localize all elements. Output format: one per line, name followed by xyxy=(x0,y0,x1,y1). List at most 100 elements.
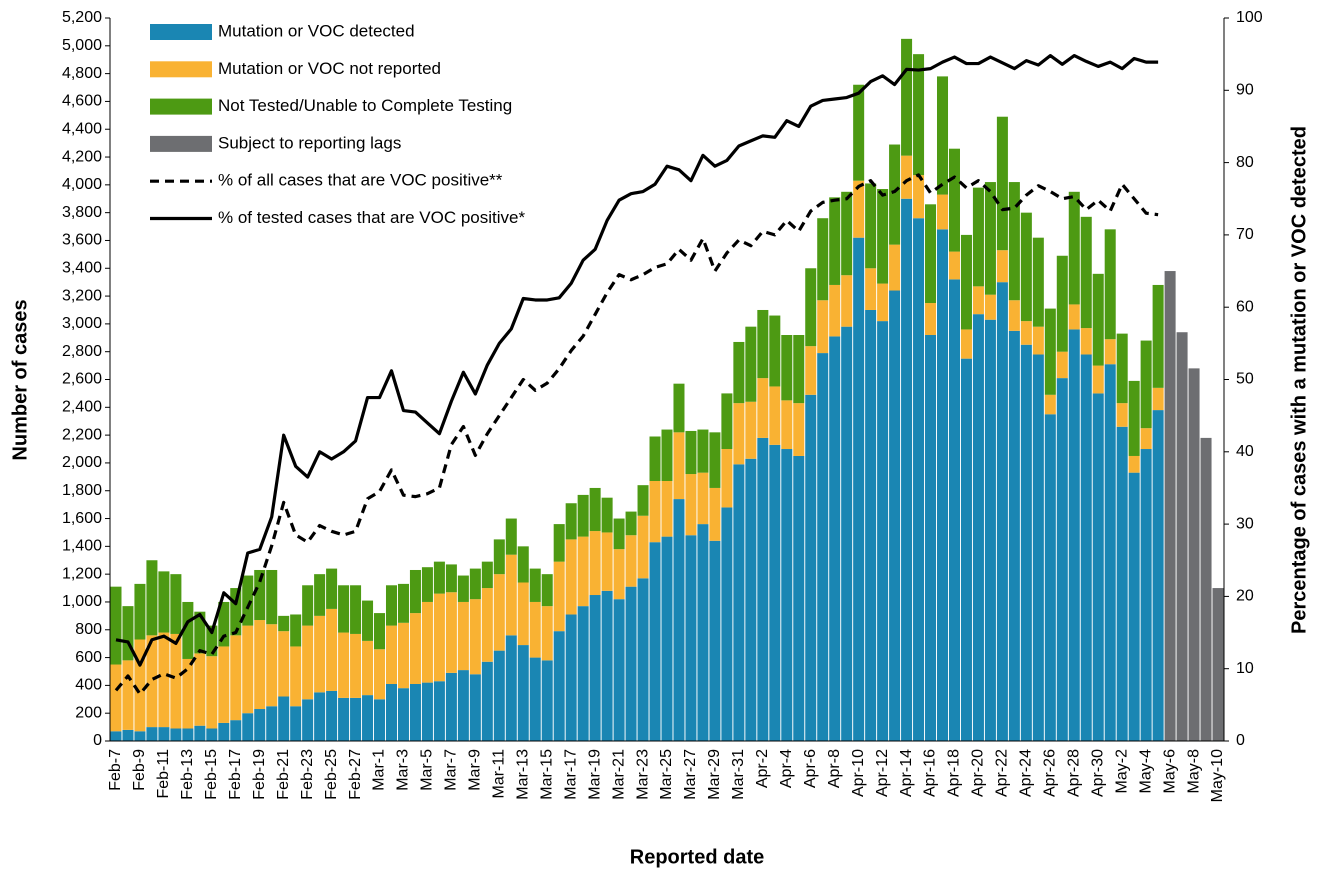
y-tick-label: 4,200 xyxy=(62,148,102,165)
y2-tick-label: 60 xyxy=(1236,298,1254,315)
bar-segment xyxy=(505,554,517,636)
bar-segment xyxy=(326,608,338,691)
bar-segment xyxy=(733,403,745,465)
bar-segment xyxy=(206,625,218,657)
bar-segment xyxy=(170,574,182,634)
bar-segment xyxy=(613,549,625,600)
bar-segment xyxy=(649,480,661,543)
x-tick-label: Feb-7 xyxy=(107,749,124,791)
bar-segment xyxy=(805,394,817,741)
bar-segment xyxy=(601,497,613,533)
bar-segment xyxy=(865,268,877,310)
bar-segment xyxy=(374,613,386,650)
bar-segment xyxy=(385,683,398,741)
bar-segment xyxy=(757,378,769,438)
bar-segment xyxy=(158,727,170,741)
legend-swatch xyxy=(150,135,212,152)
y-tick-label: 5,000 xyxy=(62,37,102,54)
bar-segment xyxy=(972,187,984,287)
bar-segment xyxy=(661,429,673,481)
bar-segment xyxy=(877,189,889,284)
bar-segment xyxy=(577,536,589,607)
bar-segment xyxy=(481,561,493,589)
bar-segment xyxy=(697,429,709,473)
bar-segment xyxy=(565,614,577,741)
bar-segment xyxy=(206,728,218,741)
bar-segment xyxy=(194,653,206,726)
bar-segment xyxy=(134,639,146,732)
bar-segment xyxy=(577,494,589,537)
bar-segment xyxy=(960,358,972,741)
x-tick-label: Mar-9 xyxy=(467,749,484,791)
bar-segment xyxy=(984,294,996,320)
bar-segment xyxy=(649,542,661,741)
x-tick-label: Mar-19 xyxy=(586,749,603,800)
y-tick-label: 800 xyxy=(75,621,102,638)
bar-segment xyxy=(1044,394,1056,415)
bar-segment xyxy=(505,518,517,555)
bar-segment xyxy=(338,632,350,698)
bar-segment xyxy=(541,606,553,661)
bar-segment xyxy=(853,84,865,181)
y2-tick-label: 30 xyxy=(1236,515,1254,532)
bar-segment xyxy=(625,586,637,741)
x-tick-label: Feb-9 xyxy=(131,749,148,791)
bar-segment xyxy=(445,592,457,673)
bar-segment xyxy=(493,650,505,741)
bar-segment xyxy=(757,309,769,379)
bar-segment xyxy=(960,234,972,330)
x-tick-label: Mar-25 xyxy=(658,749,675,800)
bar-segment xyxy=(709,540,721,741)
y-tick-label: 600 xyxy=(75,649,102,666)
y-tick-label: 3,000 xyxy=(62,315,102,332)
bar-segment xyxy=(817,300,829,354)
bar-segment xyxy=(218,722,230,741)
bar-segment xyxy=(1056,255,1068,352)
y-tick-label: 1,200 xyxy=(62,565,102,582)
bar-segment xyxy=(1128,380,1140,456)
bar-segment xyxy=(385,585,398,626)
bar-segment xyxy=(469,674,481,741)
bar-segment xyxy=(254,709,266,741)
bar-segment xyxy=(661,536,673,741)
x-tick-label: Feb-27 xyxy=(347,749,364,800)
x-tick-label: Apr-8 xyxy=(826,749,843,788)
x-tick-label: Apr-24 xyxy=(1018,749,1035,797)
bar-segment xyxy=(266,569,278,625)
bar-segment xyxy=(925,303,937,336)
x-tick-label: Apr-16 xyxy=(922,749,939,797)
bar-segment xyxy=(601,532,613,591)
bar-segment xyxy=(960,329,972,359)
bar-segment xyxy=(817,353,829,741)
bar-segment xyxy=(397,688,409,741)
bar-segment xyxy=(865,309,877,741)
bar-segment xyxy=(733,464,745,741)
bar-segment xyxy=(1128,472,1140,741)
bar-segment xyxy=(721,449,733,508)
bar-segment xyxy=(877,283,889,322)
bar-segment xyxy=(841,191,853,276)
bar-segment xyxy=(817,218,829,301)
bar-segment xyxy=(565,539,577,615)
x-tick-label: Mar-29 xyxy=(706,749,723,800)
bar-segment xyxy=(314,692,326,741)
bar-segment xyxy=(565,503,577,540)
bar-segment xyxy=(925,204,937,304)
bar-segment xyxy=(1080,216,1092,329)
bar-segment xyxy=(433,681,445,741)
y-tick-label: 0 xyxy=(93,732,102,749)
bar-segment xyxy=(685,535,697,741)
y-tick-label: 4,800 xyxy=(62,65,102,82)
y2-tick-label: 10 xyxy=(1236,660,1254,677)
bar-segment xyxy=(445,564,457,593)
x-tick-label: Mar-13 xyxy=(514,749,531,800)
bar-segment xyxy=(541,574,553,607)
y-tick-label: 4,000 xyxy=(62,176,102,193)
y-tick-label: 3,800 xyxy=(62,204,102,221)
bar-segment xyxy=(805,346,817,395)
bar-segment xyxy=(1140,428,1152,450)
bar-segment xyxy=(314,574,326,616)
bar-segment xyxy=(374,699,386,741)
bar-segment xyxy=(230,588,242,636)
bar-segment xyxy=(290,614,302,647)
